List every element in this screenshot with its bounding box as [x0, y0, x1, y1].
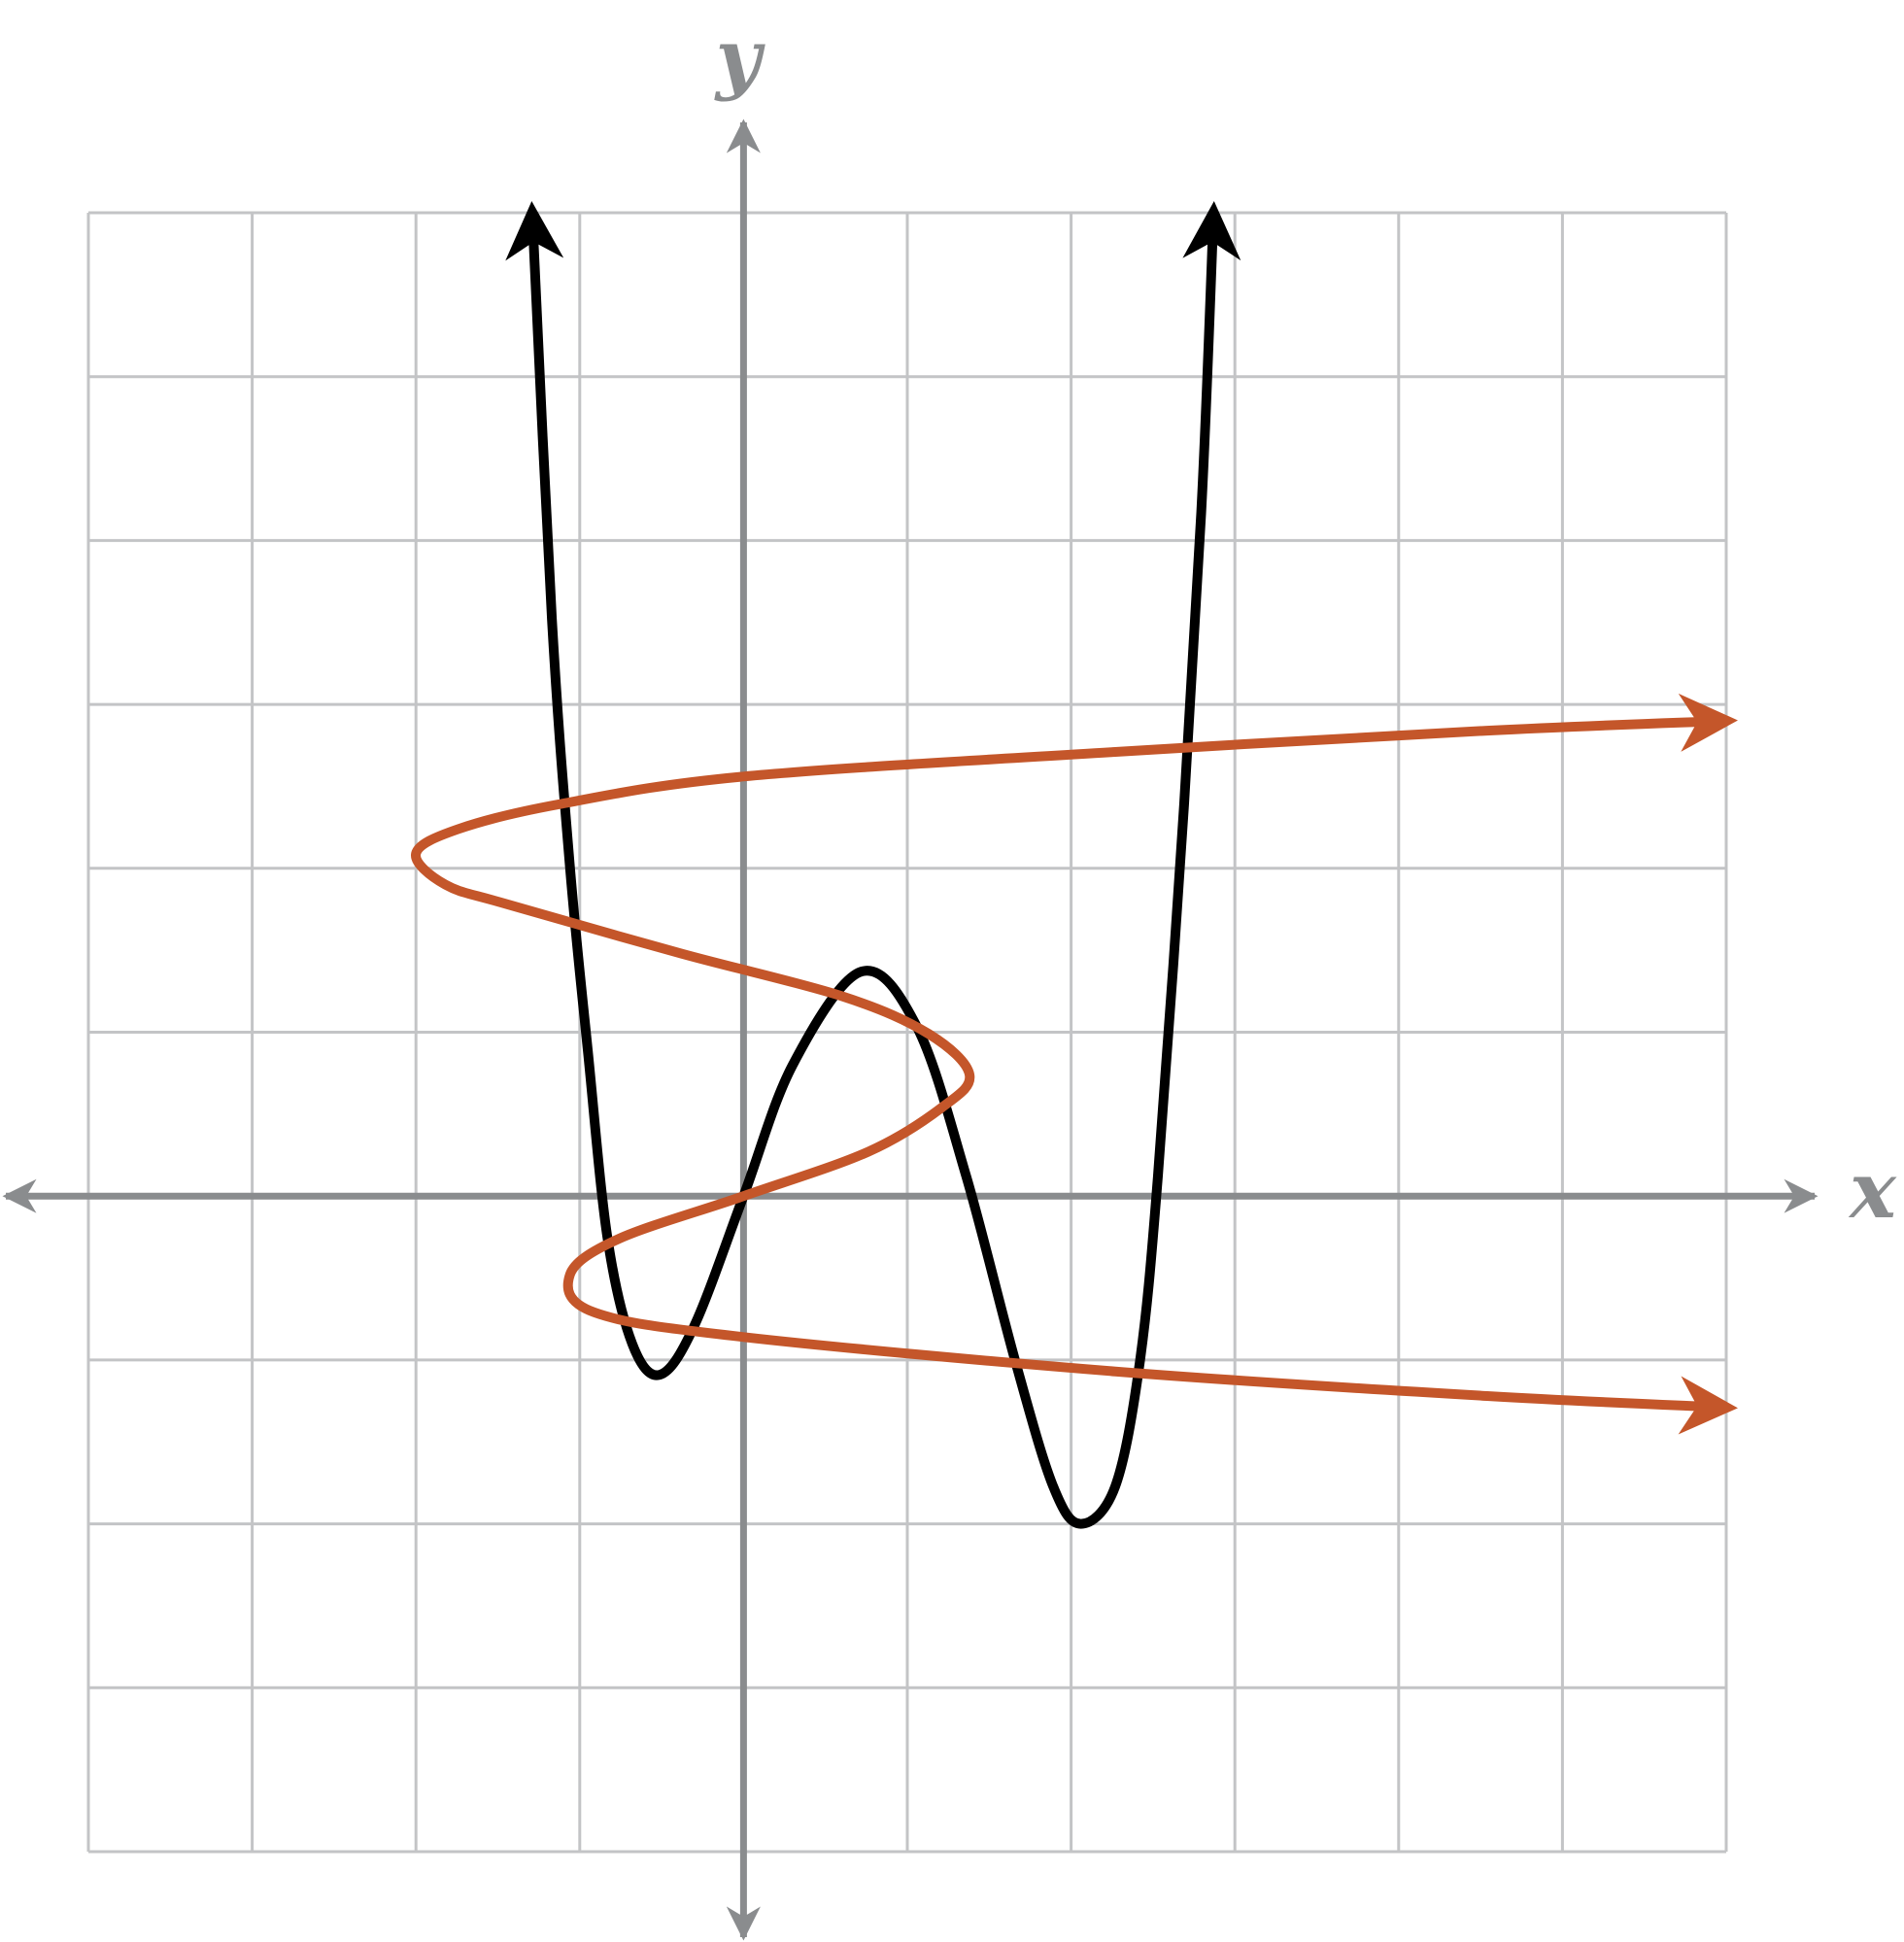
curve: [411, 693, 1738, 1435]
x-axis-label: x: [1848, 1144, 1897, 1236]
grid: [86, 211, 1728, 1854]
curves: [411, 201, 1738, 1529]
axes: [2, 119, 1819, 1941]
curve: [505, 201, 1241, 1529]
y-axis-label: y: [714, 12, 766, 103]
